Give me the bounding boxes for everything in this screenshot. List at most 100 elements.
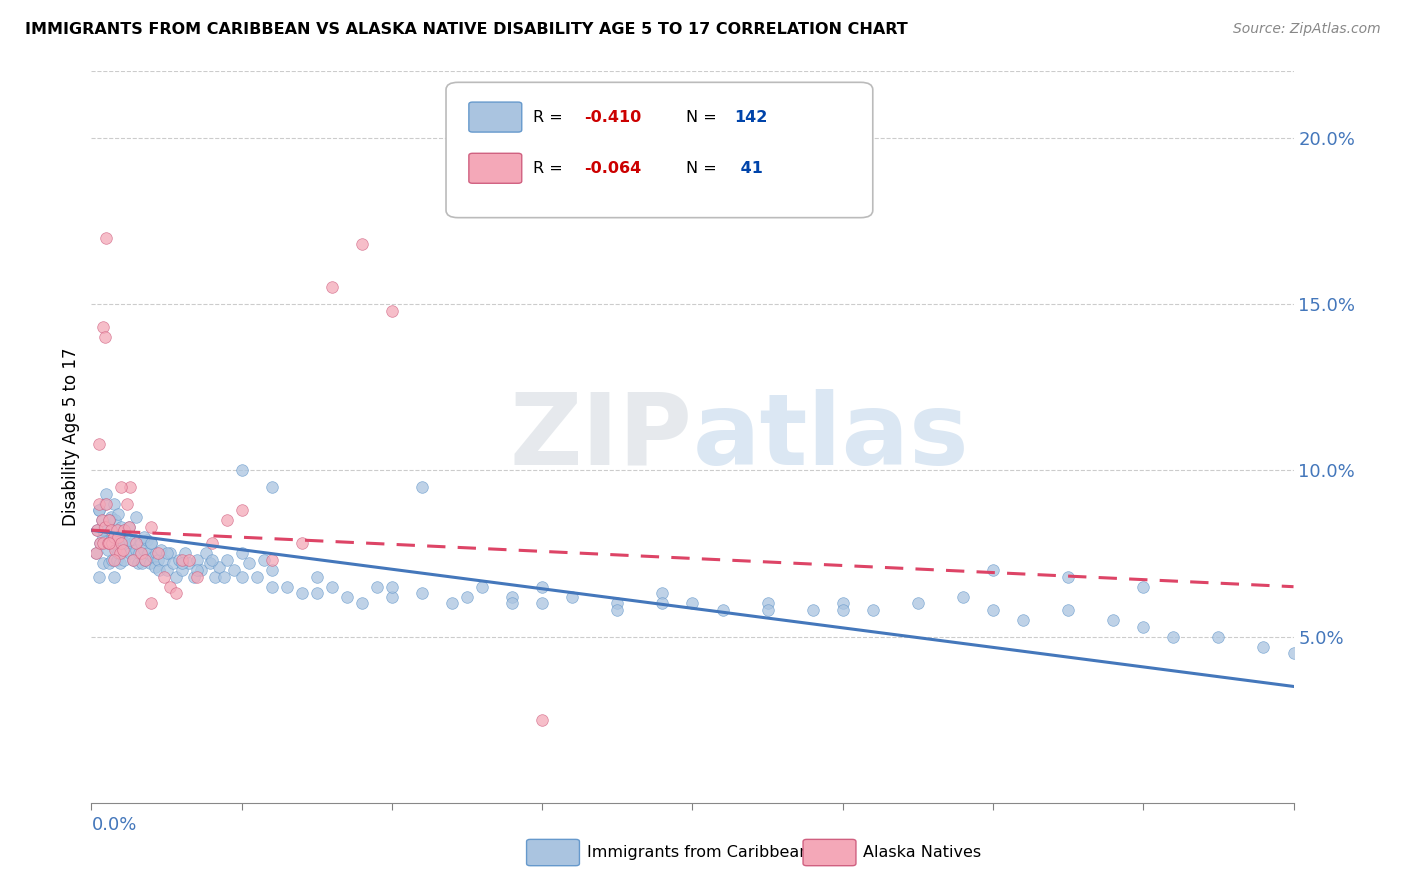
Point xyxy=(170,563,193,577)
Point xyxy=(159,580,181,594)
Point xyxy=(1132,619,1154,633)
Point xyxy=(114,553,136,567)
Point xyxy=(111,536,134,550)
Point xyxy=(87,503,110,517)
Point xyxy=(110,530,132,544)
Point xyxy=(212,570,235,584)
Point xyxy=(117,497,139,511)
Text: Source: ZipAtlas.com: Source: ZipAtlas.com xyxy=(1233,22,1381,37)
Point xyxy=(162,557,184,571)
Point xyxy=(260,553,283,567)
Point xyxy=(260,580,283,594)
Point xyxy=(146,553,169,567)
Point xyxy=(981,603,1004,617)
Point xyxy=(87,570,110,584)
Point xyxy=(107,546,129,560)
Point xyxy=(98,513,121,527)
Point xyxy=(122,553,145,567)
Point xyxy=(177,553,200,567)
Point xyxy=(531,713,554,727)
Point xyxy=(97,543,120,558)
Point xyxy=(651,586,673,600)
Point xyxy=(127,557,149,571)
Point xyxy=(1057,603,1080,617)
Point xyxy=(107,523,129,537)
Point xyxy=(114,523,136,537)
Point xyxy=(336,590,359,604)
Point xyxy=(246,570,269,584)
Text: Alaska Natives: Alaska Natives xyxy=(863,845,981,860)
Point xyxy=(96,230,118,244)
Point xyxy=(128,546,150,560)
Point xyxy=(86,523,108,537)
Point xyxy=(561,590,583,604)
Point xyxy=(291,536,314,550)
Point xyxy=(120,546,142,560)
Point xyxy=(321,580,343,594)
Point xyxy=(606,596,628,610)
Point xyxy=(108,557,131,571)
Point xyxy=(501,590,523,604)
Point xyxy=(111,543,134,558)
Point xyxy=(711,603,734,617)
Point xyxy=(756,596,779,610)
Point xyxy=(103,530,125,544)
Point xyxy=(1102,613,1125,627)
Point xyxy=(531,596,554,610)
Point xyxy=(104,540,127,554)
Point xyxy=(231,570,253,584)
Point xyxy=(831,603,853,617)
Point xyxy=(907,596,929,610)
Point xyxy=(101,553,124,567)
Text: N =: N = xyxy=(686,110,723,125)
Point xyxy=(381,580,404,594)
Point xyxy=(260,563,283,577)
Point xyxy=(136,533,159,548)
Text: Immigrants from Caribbean: Immigrants from Caribbean xyxy=(586,845,810,860)
Point xyxy=(170,553,193,567)
Point xyxy=(1161,630,1184,644)
Text: ZIP: ZIP xyxy=(509,389,692,485)
Text: atlas: atlas xyxy=(692,389,969,485)
Point xyxy=(141,536,163,550)
Point xyxy=(411,586,433,600)
Point xyxy=(260,480,283,494)
Point xyxy=(129,536,152,550)
Point xyxy=(115,536,138,550)
Point xyxy=(411,480,433,494)
Point xyxy=(108,536,131,550)
Point xyxy=(110,536,132,550)
Point xyxy=(981,563,1004,577)
Point xyxy=(152,570,174,584)
Text: 41: 41 xyxy=(734,161,762,176)
Point xyxy=(138,546,160,560)
Point xyxy=(120,480,142,494)
Point xyxy=(142,549,165,564)
Point xyxy=(93,536,115,550)
Point xyxy=(651,596,673,610)
Point xyxy=(100,523,122,537)
Point xyxy=(87,503,110,517)
Point xyxy=(96,486,118,500)
Point xyxy=(159,546,181,560)
Point xyxy=(143,559,166,574)
Point xyxy=(146,546,169,560)
Point xyxy=(98,557,121,571)
Point xyxy=(141,536,163,550)
Point xyxy=(105,530,128,544)
Point xyxy=(93,523,115,537)
Text: 0.0%: 0.0% xyxy=(91,816,136,834)
Point xyxy=(93,320,115,334)
Point xyxy=(1282,646,1305,660)
Point xyxy=(89,536,111,550)
Point xyxy=(101,536,124,550)
Point xyxy=(141,596,163,610)
Point xyxy=(118,533,141,548)
Point xyxy=(125,536,148,550)
Point xyxy=(90,513,112,527)
Point xyxy=(606,603,628,617)
FancyBboxPatch shape xyxy=(446,82,873,218)
Point xyxy=(132,530,155,544)
Point xyxy=(177,557,200,571)
Point xyxy=(253,553,276,567)
